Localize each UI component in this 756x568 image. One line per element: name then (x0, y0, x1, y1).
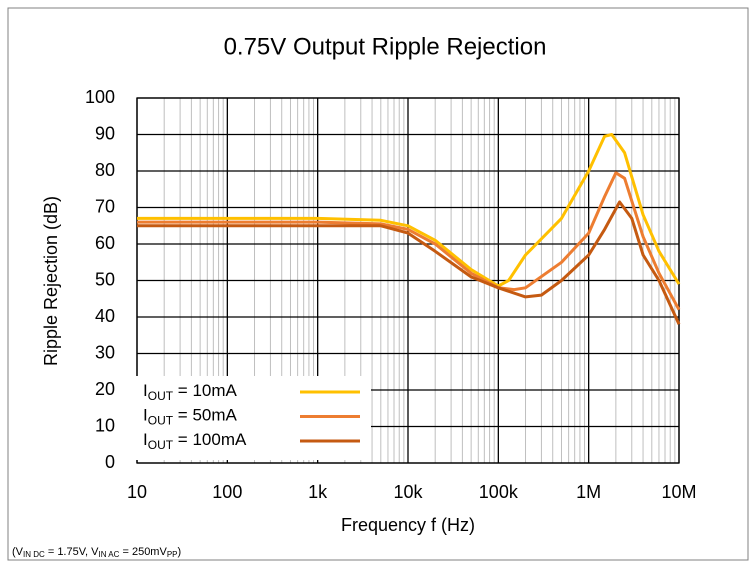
y-tick-label: 20 (95, 379, 115, 399)
footnote-part: IN DC (23, 550, 45, 559)
y-tick-label: 50 (95, 269, 115, 289)
x-tick-label: 1M (576, 482, 601, 502)
x-tick-label: 100k (479, 482, 519, 502)
footnote-part: = 250mV (119, 546, 167, 558)
chart-frame (7, 7, 749, 561)
y-tick-label: 100 (85, 87, 115, 107)
y-tick-label: 90 (95, 123, 115, 143)
legend-label: IOUT = 50mA (143, 406, 238, 428)
y-axis-label: Ripple Rejection (dB) (41, 196, 61, 366)
x-tick-label: 100 (212, 482, 242, 502)
series-line (137, 133, 681, 288)
footnote-part: PP (167, 550, 178, 559)
legend-label: IOUT = 10mA (143, 381, 238, 403)
series-line (137, 171, 681, 311)
y-tick-label: 60 (95, 233, 115, 253)
x-tick-label: 10 (127, 482, 147, 502)
y-tick-label: 70 (95, 196, 115, 216)
footnote-part: = 1.75V, V (45, 546, 99, 558)
footnote-part: (V (12, 546, 24, 558)
footnote-part: IN AC (99, 550, 120, 559)
chart-title: 0.75V Output Ripple Rejection (224, 33, 547, 60)
series-line (137, 200, 681, 325)
y-tick-label: 0 (105, 452, 115, 472)
y-tick-label: 10 (95, 415, 115, 435)
y-tick-label: 80 (95, 160, 115, 180)
footnote-part: ) (177, 546, 181, 558)
x-axis-label: Frequency f (Hz) (341, 515, 475, 535)
footnote: (VIN DC = 1.75V, VIN AC = 250mVPP) (12, 546, 181, 559)
y-tick-label: 40 (95, 306, 115, 326)
legend-label: IOUT = 100mA (143, 430, 247, 452)
x-tick-label: 10k (393, 482, 423, 502)
plot-border (136, 97, 680, 464)
x-tick-label: 10M (661, 482, 696, 502)
y-tick-label: 30 (95, 342, 115, 362)
x-tick-label: 1k (308, 482, 328, 502)
